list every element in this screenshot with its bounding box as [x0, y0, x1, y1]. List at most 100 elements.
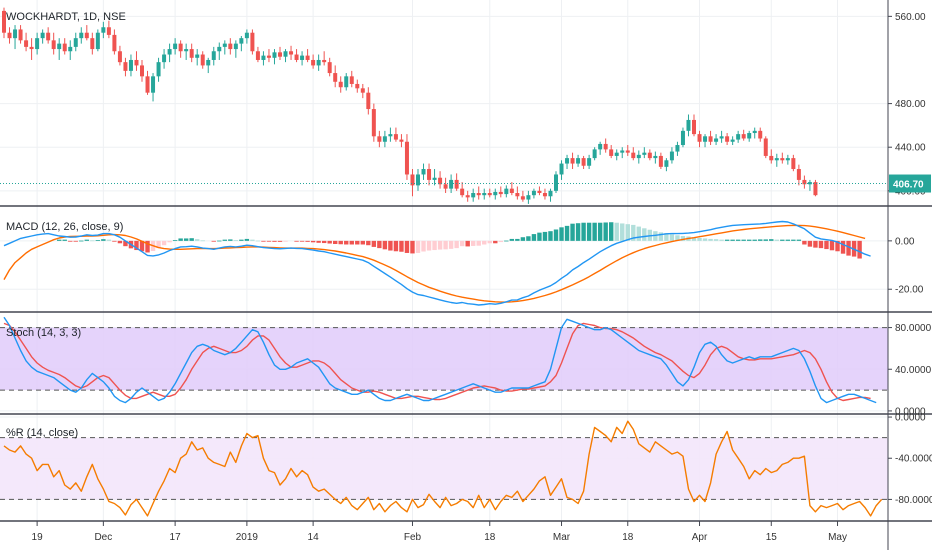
candle-body	[145, 76, 150, 93]
macd-histogram-bar	[244, 238, 250, 241]
macd-histogram-bar	[586, 222, 592, 241]
macd-histogram-bar	[371, 240, 377, 247]
macd-histogram-bar	[642, 228, 647, 241]
x-axis-tick-label: Feb	[404, 532, 422, 543]
candle-body	[449, 179, 454, 189]
candle-body	[570, 158, 575, 164]
y-axis-tick-label: 560.00	[895, 12, 926, 23]
candle-body	[13, 29, 18, 39]
macd-histogram-bar	[741, 239, 746, 241]
candle-body	[272, 52, 277, 58]
macd-histogram-bar	[344, 240, 349, 245]
macd-histogram-bar	[222, 239, 227, 241]
x-axis-tick-label: 19	[32, 532, 44, 543]
candle-body	[57, 43, 62, 50]
macd-histogram-bar	[857, 240, 862, 259]
macd-histogram-bar	[658, 232, 664, 241]
candle-body	[576, 158, 581, 164]
candle-body	[393, 134, 398, 140]
candle-body	[173, 43, 178, 50]
candle-body	[300, 55, 305, 60]
macd-histogram-bar	[272, 240, 277, 242]
candle-body	[322, 59, 327, 63]
candle-body	[382, 136, 387, 142]
macd-histogram-bar	[266, 240, 272, 242]
candle-body	[686, 119, 691, 131]
macd-histogram-bar	[393, 240, 399, 252]
candle-body	[758, 130, 763, 139]
candle-body	[625, 150, 630, 153]
candle-body	[487, 193, 492, 196]
macd-histogram-bar	[614, 222, 619, 241]
candle-body	[178, 43, 183, 52]
candle-body	[587, 158, 592, 166]
macd-histogram-bar	[156, 240, 161, 249]
candle-body	[327, 62, 332, 74]
y-axis-tick-label: -80.0000	[895, 495, 932, 506]
willr-pane-title: %R (14, close)	[6, 427, 78, 439]
macd-histogram-bar	[161, 240, 167, 246]
candle-body	[294, 54, 299, 60]
x-axis-tick-label: 18	[622, 532, 634, 543]
candle-body	[520, 196, 525, 200]
candle-body	[62, 43, 67, 52]
macd-histogram-bar	[465, 240, 470, 247]
candle-body	[2, 10, 6, 33]
macd-histogram-bar	[415, 240, 421, 253]
candle-body	[68, 46, 73, 52]
macd-histogram-bar	[277, 240, 283, 242]
macd-histogram-bar	[476, 240, 481, 246]
macd-histogram-bar	[382, 240, 388, 250]
macd-histogram-bar	[305, 240, 310, 242]
macd-histogram-bar	[813, 240, 818, 248]
macd-line	[3, 220, 871, 306]
candle-body	[360, 88, 365, 93]
macd-histogram-bar	[802, 240, 807, 245]
candle-body	[18, 29, 23, 41]
macd-histogram-bar	[294, 240, 299, 242]
candle-body	[747, 133, 752, 139]
y-axis-tick-label: 0.0000	[895, 406, 926, 417]
macd-histogram-bar	[785, 239, 791, 241]
candle-body	[106, 27, 111, 35]
price-pane-title: WOCKHARDT, 1D, NSE	[6, 11, 126, 23]
candle-body	[559, 163, 564, 175]
candle-body	[785, 158, 790, 161]
y-axis-tick-label: 480.00	[895, 99, 926, 110]
candle-body	[250, 32, 255, 52]
candle-body	[714, 138, 719, 142]
candle-body	[647, 152, 652, 159]
candle-body	[112, 34, 117, 52]
macd-histogram-bar	[758, 239, 763, 241]
macd-histogram-bar	[432, 240, 437, 251]
candle-body	[791, 158, 796, 170]
candle-body	[184, 49, 189, 52]
x-axis-tick-label: Dec	[94, 532, 112, 543]
macd-histogram-bar	[482, 240, 487, 245]
candle-body	[498, 191, 503, 195]
candle-body	[7, 32, 12, 39]
candle-body	[465, 195, 470, 198]
candle-body	[95, 32, 100, 50]
macd-histogram-bar	[217, 240, 222, 242]
macd-histogram-bar	[675, 235, 680, 241]
candle-body	[117, 51, 122, 63]
candle-body	[255, 51, 260, 60]
macd-histogram-bar	[399, 240, 404, 252]
candle-body	[140, 65, 144, 77]
marks-layer	[0, 7, 888, 517]
macd-histogram-bar	[167, 240, 172, 243]
candle-body	[366, 92, 371, 110]
candle-body	[636, 154, 641, 159]
macd-histogram-bar	[448, 240, 454, 249]
candle-body	[211, 51, 216, 60]
candle-body	[763, 138, 768, 156]
candle-body	[79, 32, 84, 39]
macd-histogram-bar	[724, 239, 730, 241]
macd-histogram-bar	[410, 240, 415, 254]
candle-body	[752, 130, 757, 134]
candle-body	[609, 149, 614, 156]
candle-body	[233, 43, 238, 50]
macd-histogram-bar	[791, 239, 796, 241]
macd-histogram-bar	[299, 240, 305, 242]
